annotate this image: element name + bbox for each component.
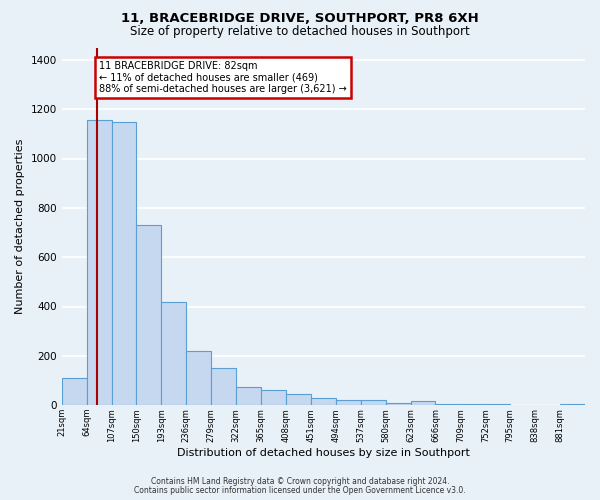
Text: 11 BRACEBRIDGE DRIVE: 82sqm
← 11% of detached houses are smaller (469)
88% of se: 11 BRACEBRIDGE DRIVE: 82sqm ← 11% of det… [100,61,347,94]
Bar [386,402,410,405]
Bar [311,398,336,405]
Bar [211,368,236,405]
Bar [62,378,86,405]
Bar [361,400,386,405]
Bar [336,400,361,405]
Bar [161,302,186,405]
Bar [560,404,585,405]
Bar [286,394,311,405]
Bar [460,404,485,405]
Bar [236,386,261,405]
Text: 11, BRACEBRIDGE DRIVE, SOUTHPORT, PR8 6XH: 11, BRACEBRIDGE DRIVE, SOUTHPORT, PR8 6X… [121,12,479,26]
Text: Size of property relative to detached houses in Southport: Size of property relative to detached ho… [130,25,470,38]
Text: Contains public sector information licensed under the Open Government Licence v3: Contains public sector information licen… [134,486,466,495]
Bar [436,404,460,405]
X-axis label: Distribution of detached houses by size in Southport: Distribution of detached houses by size … [177,448,470,458]
Bar [410,402,436,405]
Bar [112,122,136,405]
Text: Contains HM Land Registry data © Crown copyright and database right 2024.: Contains HM Land Registry data © Crown c… [151,477,449,486]
Bar [485,404,510,405]
Bar [186,351,211,405]
Bar [261,390,286,405]
Y-axis label: Number of detached properties: Number of detached properties [15,138,25,314]
Bar [86,120,112,405]
Bar [136,225,161,405]
